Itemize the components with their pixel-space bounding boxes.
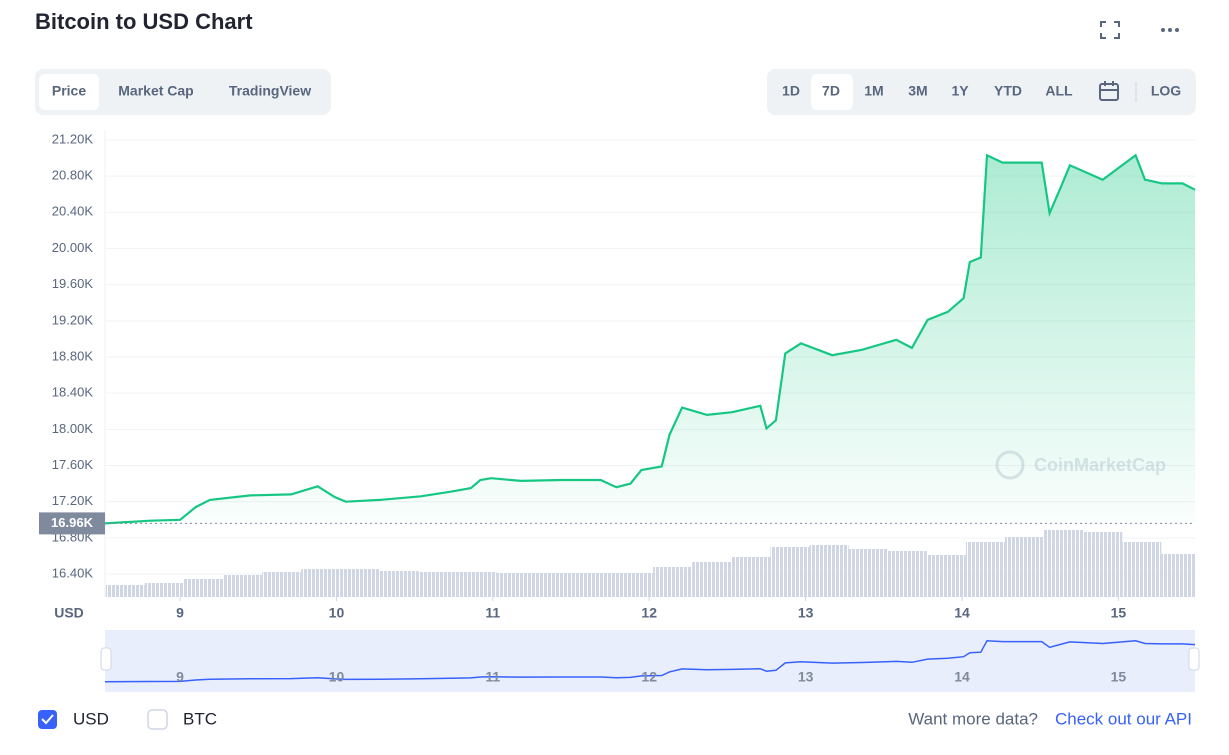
range-button[interactable]: 7D [822, 83, 840, 99]
view-tab[interactable]: Market Cap [118, 83, 193, 99]
volume-bar [1004, 537, 1045, 597]
y-tick-label: 20.40K [52, 204, 94, 219]
y-tick-label: 21.20K [52, 131, 94, 146]
y-axis-label: USD [54, 605, 84, 621]
volume-bar [653, 567, 693, 597]
y-tick-label: 16.40K [52, 565, 94, 580]
volume-bar [1083, 532, 1123, 597]
open-price-label: 16.96K [51, 515, 94, 530]
checkbox[interactable] [147, 709, 168, 730]
x-tick-label: 11 [485, 605, 500, 621]
active-tab [39, 74, 99, 110]
checkbox-label[interactable]: BTC [183, 709, 217, 728]
navigator-handle[interactable] [1188, 647, 1200, 671]
volume-bar [262, 572, 302, 597]
check-mark [41, 714, 54, 725]
range-button[interactable]: YTD [994, 83, 1022, 99]
navigator-tick-label: 11 [485, 669, 500, 685]
navigator-line [104, 640, 1196, 683]
volume-bar [731, 557, 771, 597]
navigator-tick-label: 13 [798, 669, 814, 685]
y-tick-label: 19.20K [52, 312, 94, 327]
range-button[interactable]: 1Y [951, 83, 969, 99]
volume-bar [105, 585, 145, 597]
volume-bar [1122, 542, 1162, 597]
volume-bar [223, 575, 263, 597]
volume-bar [926, 555, 966, 597]
y-tick-label: 18.80K [52, 348, 94, 363]
volume-bar [574, 573, 615, 597]
volume-bar [340, 569, 380, 597]
more-icon[interactable] [1161, 28, 1179, 32]
volume-bar [496, 573, 536, 597]
calendar-icon[interactable] [1099, 81, 1119, 101]
fullscreen-icon[interactable] [1100, 21, 1120, 39]
volume-bar [1044, 530, 1084, 597]
active-range [811, 74, 853, 110]
navigator-tick-label: 14 [954, 669, 970, 685]
volume-bar [809, 545, 849, 597]
volume-bar [887, 551, 927, 597]
navigator [105, 630, 1195, 692]
volume-bar [965, 542, 1005, 597]
navigator-tick-label: 10 [329, 669, 345, 685]
x-tick-label: 15 [1111, 605, 1127, 621]
view-tab[interactable]: Price [52, 83, 86, 99]
plot: 16.40K16.80K17.20K17.60K18.00K18.40K18.8… [39, 130, 1196, 621]
view-tab[interactable]: TradingView [229, 83, 311, 99]
volume-bar [418, 572, 458, 597]
x-tick-label: 14 [954, 605, 970, 621]
navigator-tick-label: 9 [176, 669, 184, 685]
log-button[interactable]: LOG [1151, 83, 1181, 99]
area-fill [105, 155, 1195, 524]
price-line [104, 153, 1196, 525]
navigator-tick-label: 15 [1111, 669, 1127, 685]
volume-bar [144, 583, 184, 597]
volume-bar [301, 569, 341, 597]
volume-bar [848, 549, 888, 597]
range-button[interactable]: ALL [1045, 83, 1073, 99]
y-tick-label: 18.40K [52, 385, 94, 400]
title: Bitcoin to USD Chart [35, 9, 253, 34]
open-price-tag [39, 512, 105, 535]
range-button[interactable]: 3M [908, 83, 927, 99]
x-tick-label: 9 [176, 605, 184, 621]
x-tick-label: 12 [641, 605, 657, 621]
volume-bar [183, 579, 224, 597]
volume-bar [692, 562, 732, 597]
footer-prompt: Want more data? [908, 709, 1038, 728]
y-tick-label: 17.60K [52, 457, 94, 472]
navigator-handle[interactable] [100, 647, 112, 671]
volume-bar [770, 547, 810, 597]
range-button[interactable]: 1D [782, 83, 800, 99]
checkbox[interactable] [38, 710, 57, 729]
navigator-content: 9 10 11 12 13 14 15 [104, 640, 1196, 685]
range-group [767, 69, 1196, 115]
navigator-tick-label: 12 [641, 669, 657, 685]
checkbox-label[interactable]: USD [73, 709, 109, 728]
y-tick-label: 20.00K [52, 240, 94, 255]
y-tick-label: 18.00K [52, 421, 94, 436]
volume-bar [1161, 554, 1195, 597]
y-tick-label: 17.20K [52, 493, 94, 508]
volume-bar [379, 571, 419, 597]
volume-bar [457, 572, 497, 597]
volume-bar [535, 573, 575, 597]
volume-bar [614, 573, 654, 597]
api-link[interactable]: Check out our API [1055, 709, 1192, 728]
y-tick-label: 20.80K [52, 168, 94, 183]
y-tick-label: 19.60K [52, 276, 94, 291]
x-tick-label: 10 [329, 605, 345, 621]
view-tab-group [35, 69, 331, 115]
x-tick-label: 13 [798, 605, 814, 621]
range-button[interactable]: 1M [864, 83, 883, 99]
